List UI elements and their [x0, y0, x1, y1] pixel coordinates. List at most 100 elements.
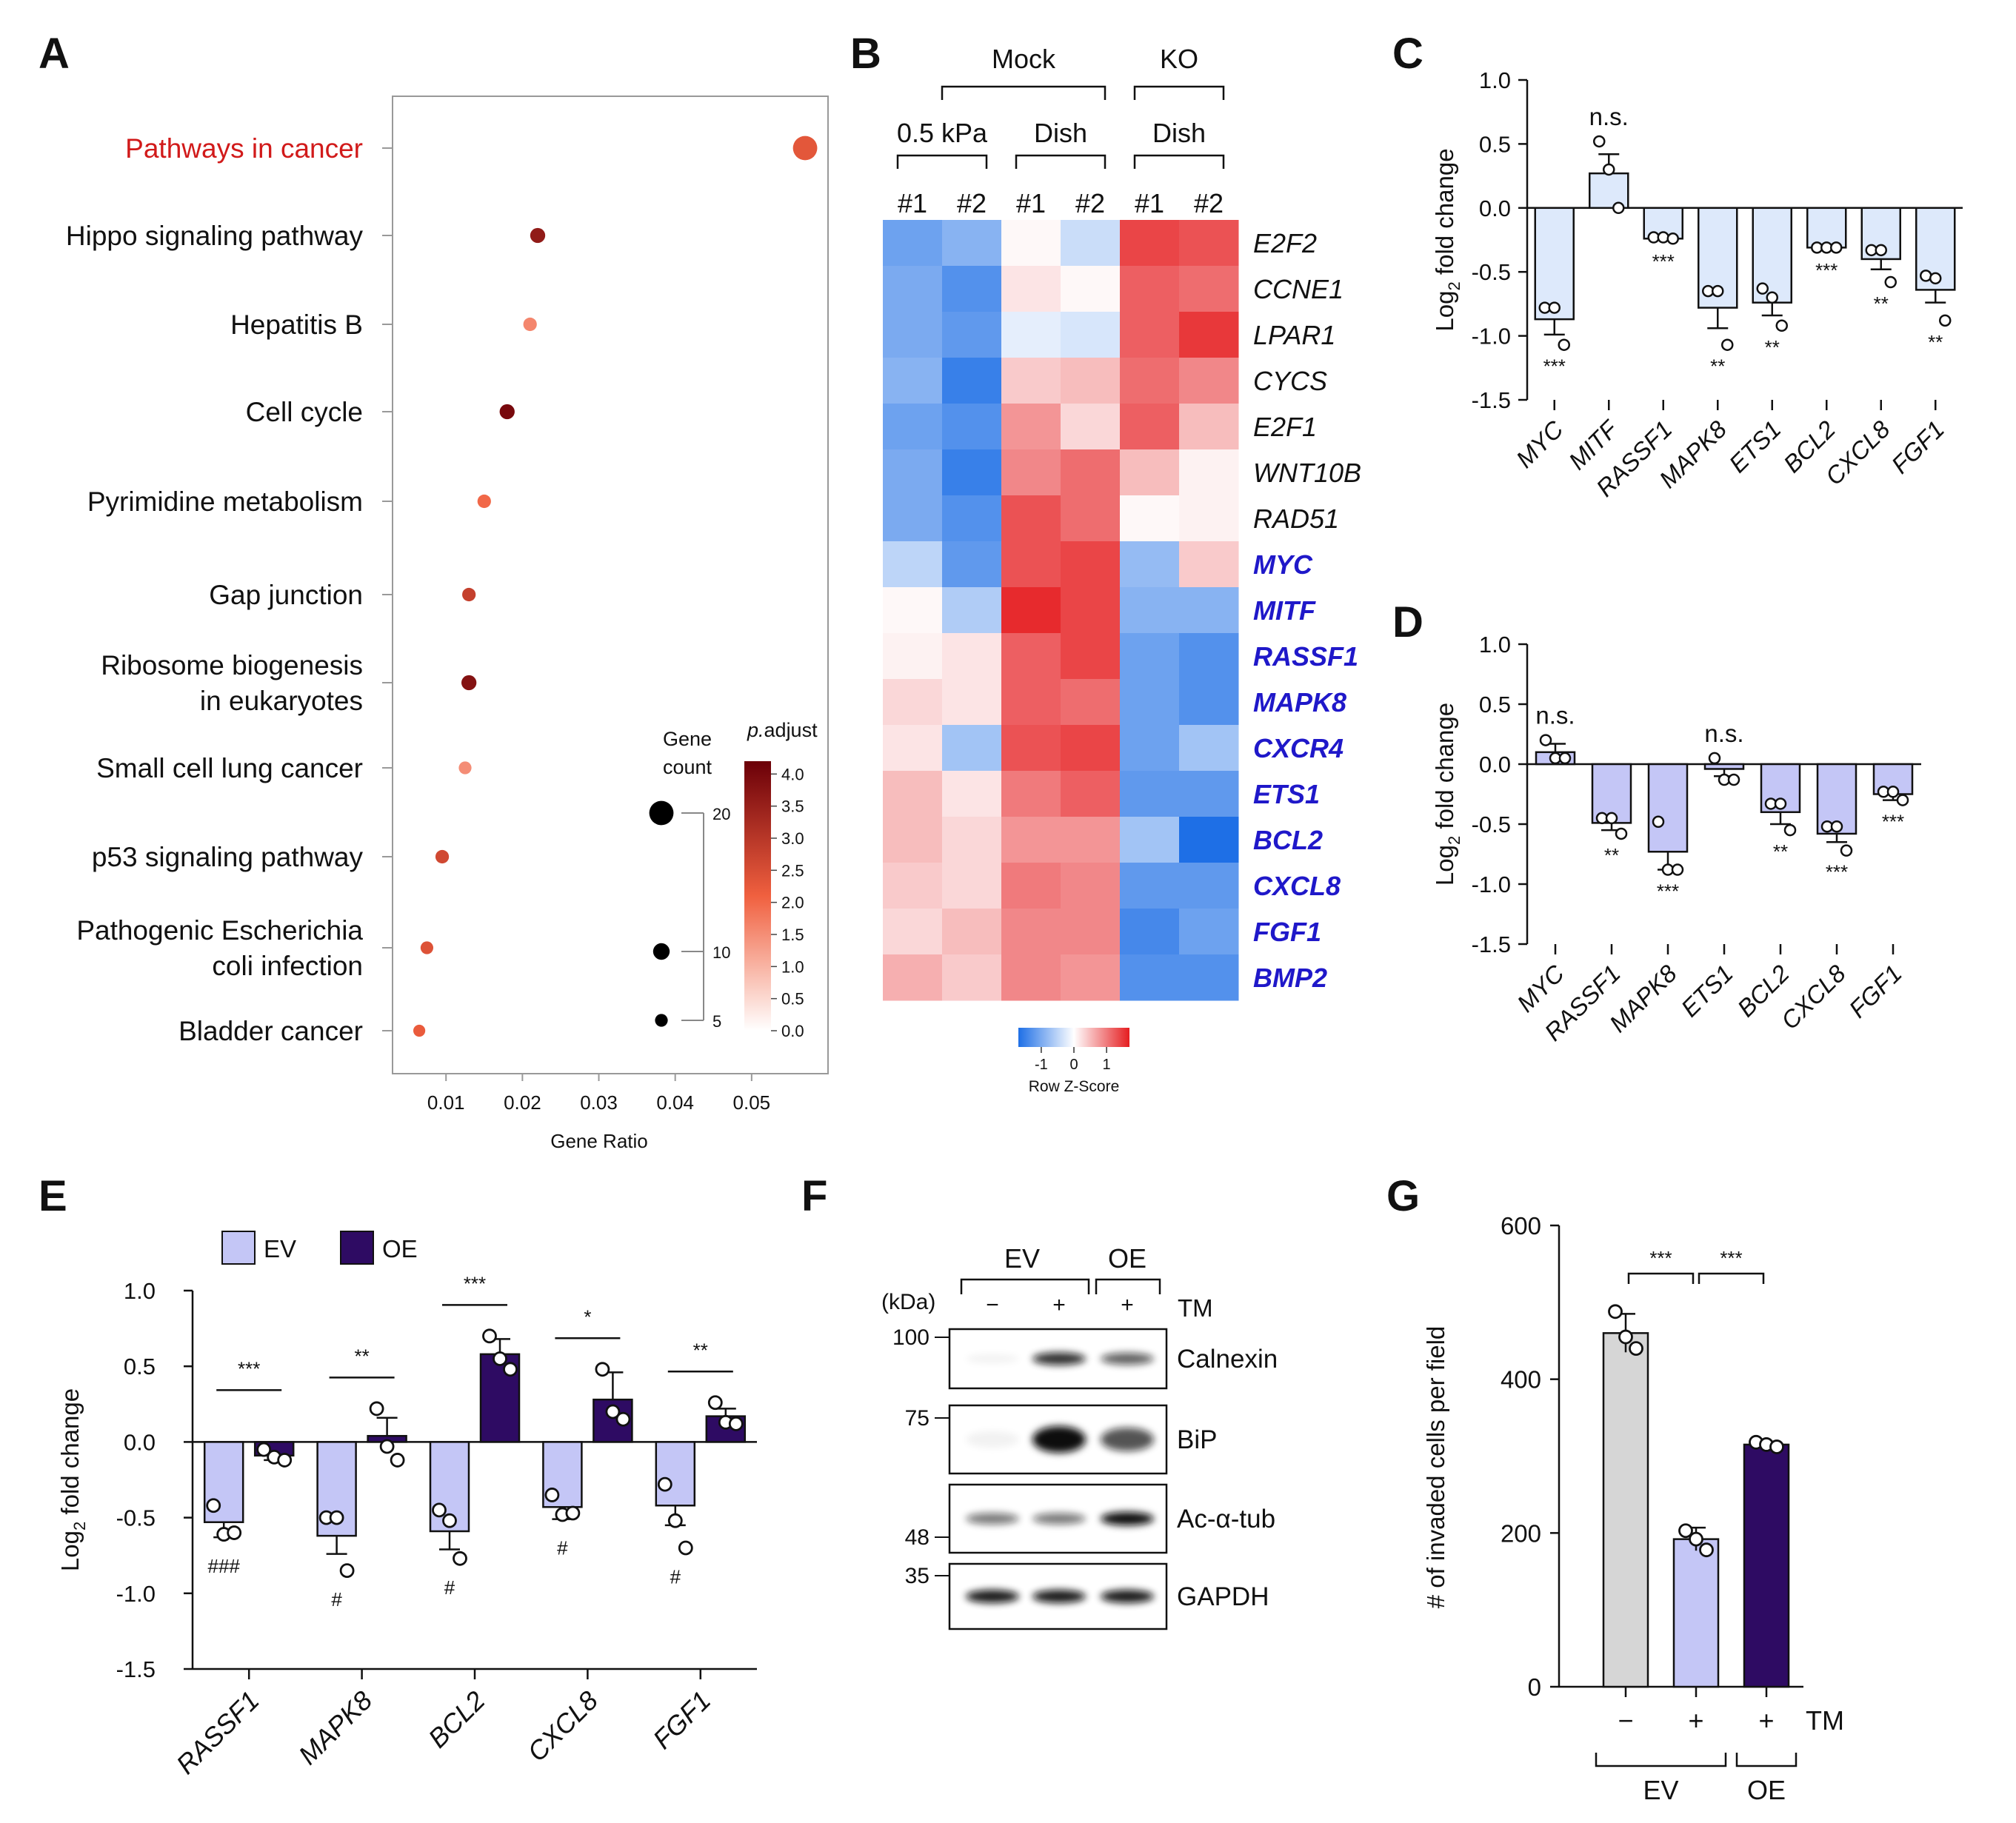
f-bracket-ev	[960, 1278, 1090, 1294]
e-y-tick-label: -1.5	[116, 1656, 156, 1682]
b-condition-label: Dish	[1034, 118, 1087, 148]
data-point	[1708, 752, 1721, 765]
data-point	[1558, 338, 1570, 351]
significance-label: n.s.	[1535, 702, 1575, 729]
b-heat-cell	[942, 495, 1002, 542]
a-dot	[530, 227, 546, 244]
b-gene-label: CXCL8	[1253, 871, 1341, 901]
a-size-legend-dot	[655, 1014, 668, 1027]
b-column-label: #1	[1016, 188, 1046, 218]
b-heat-cell	[1179, 633, 1239, 680]
y-axis-label-rest: fold change	[1431, 148, 1458, 281]
b-heat-cell	[1120, 771, 1180, 817]
a-size-legend-dot	[649, 800, 674, 826]
a-term-label: coli infection	[212, 951, 363, 981]
data-point	[1712, 284, 1724, 298]
y-tick-label: 0.5	[1479, 131, 1511, 157]
bar	[1647, 763, 1689, 853]
bar	[1703, 763, 1745, 770]
panel-label-g: G	[1386, 1172, 1420, 1220]
b-bracket	[1133, 85, 1225, 100]
b-heat-cell	[942, 679, 1002, 726]
a-colorbar-tick-label: 4.0	[781, 765, 804, 783]
b-column-label: #1	[898, 188, 927, 218]
b-heat-cell	[1179, 495, 1239, 542]
b-condition-label: 0.5 kPa	[897, 118, 988, 148]
b-heat-cell	[1001, 817, 1061, 863]
f-group-label-oe: OE	[1108, 1243, 1146, 1274]
b-group-label: KO	[1160, 44, 1198, 74]
e-data-point	[595, 1362, 610, 1377]
b-heat-cell	[1001, 633, 1061, 680]
e-x-category-label: BCL2	[422, 1685, 491, 1754]
f-marker-label: 75	[905, 1406, 929, 1431]
b-gene-label: BCL2	[1253, 825, 1323, 855]
g-tm-sign: −	[1618, 1705, 1633, 1736]
b-heat-cell	[1061, 449, 1121, 496]
e-data-point	[256, 1442, 272, 1457]
f-band	[1032, 1426, 1086, 1453]
g-tm-sign: +	[1688, 1705, 1703, 1736]
b-heat-cell	[1179, 909, 1239, 955]
e-data-point	[565, 1505, 581, 1521]
a-colorbar	[744, 761, 771, 1031]
data-point	[1929, 272, 1942, 285]
significance-label: **	[1874, 292, 1889, 315]
data-point	[1756, 282, 1769, 295]
b-gene-label: MYC	[1253, 549, 1313, 580]
a-colorbar-title-italic: p.	[747, 719, 764, 741]
b-heat-cell	[1061, 587, 1121, 634]
b-heat-cell	[1061, 220, 1121, 267]
e-data-point	[227, 1525, 242, 1540]
g-data-point	[1608, 1304, 1623, 1319]
g-y-tick-label: 400	[1501, 1366, 1541, 1394]
b-heat-cell	[1120, 358, 1180, 404]
e-data-point	[657, 1476, 672, 1492]
x-category-label: MYC	[1511, 415, 1569, 473]
b-heat-cell	[1120, 954, 1180, 1001]
f-band-label: Ac-α-tub	[1177, 1505, 1275, 1533]
b-heat-cell	[1061, 495, 1121, 542]
x-category-label: FGF1	[1886, 415, 1949, 479]
g-y-tick-label: 0	[1528, 1673, 1541, 1701]
e-data-point	[442, 1513, 457, 1528]
significance-label: **	[1773, 840, 1788, 863]
b-heat-cell	[883, 404, 943, 450]
a-x-axis-label: Gene Ratio	[550, 1130, 648, 1152]
b-heat-cell	[942, 358, 1002, 404]
a-term-label: Gap junction	[209, 580, 363, 610]
b-heat-cell	[1120, 587, 1180, 634]
data-point	[1774, 797, 1787, 810]
data-point	[1884, 275, 1897, 289]
b-heat-cell	[1061, 358, 1121, 404]
b-bracket	[1015, 154, 1107, 169]
panel-b-heatmap: E2F2 CCNE1 LPAR1 CYCS E2F1 WNT10B RAD51 MYC MITF…	[883, 44, 1361, 1095]
a-dot	[435, 849, 450, 864]
a-term-label: Pyrimidine metabolism	[87, 486, 363, 517]
a-term-label: Ribosome biogenesis	[101, 650, 363, 680]
b-gene-label: FGF1	[1253, 917, 1321, 947]
f-band	[1101, 1512, 1154, 1525]
data-point	[1671, 863, 1684, 876]
b-heat-cell	[1179, 404, 1239, 450]
e-data-point	[432, 1502, 447, 1518]
b-heat-cell	[1120, 312, 1180, 358]
b-heat-cell	[883, 633, 943, 680]
b-heat-cell	[1120, 817, 1180, 863]
f-band	[1032, 1513, 1086, 1525]
b-heat-cell	[883, 449, 943, 496]
e-y-tick-label: 0.0	[124, 1429, 156, 1455]
g-y-axis-label: # of invaded cells per field	[1422, 1326, 1449, 1609]
b-gene-label: MAPK8	[1253, 687, 1346, 718]
b-heat-cell	[1179, 266, 1239, 312]
significance-label: **	[1604, 844, 1619, 866]
b-heat-cell	[1001, 587, 1061, 634]
f-band	[1032, 1352, 1086, 1365]
data-point	[1783, 823, 1797, 837]
x-category-label: CXCL8	[1776, 959, 1852, 1034]
b-group-label: Mock	[992, 44, 1056, 74]
b-heat-cell	[942, 587, 1002, 634]
y-tick-label: 1.0	[1479, 632, 1511, 658]
e-hash-mark: #	[557, 1537, 568, 1559]
